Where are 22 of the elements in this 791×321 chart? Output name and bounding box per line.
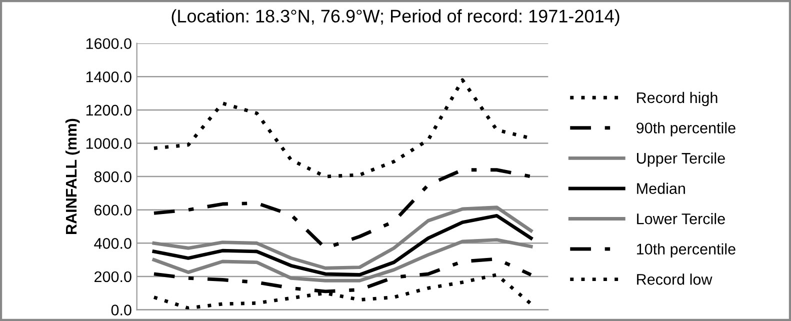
y-tick-label: 1200.0 xyxy=(86,104,132,116)
legend-label: Median xyxy=(637,182,685,194)
legend-label: 10th percentile xyxy=(637,243,736,258)
y-tick-label: 1600.0 xyxy=(86,38,132,50)
y-tick-label: 800.0 xyxy=(94,171,132,182)
line-series xyxy=(152,238,533,282)
legend-label: 90th percentile xyxy=(636,122,736,136)
y-tick-label: 0.0 xyxy=(111,304,132,316)
y-tick-label: 400.0 xyxy=(94,238,132,249)
y-axis-title: RAINFALL (mm) xyxy=(65,118,80,234)
y-tick-label: 1000.0 xyxy=(86,138,132,149)
line-series xyxy=(152,168,533,250)
legend-label: Upper Tercile xyxy=(637,152,725,167)
line-series xyxy=(152,214,533,277)
chart-title: (Location: 18.3°N, 76.9°W; Period of record: 1971-2014) xyxy=(172,9,620,26)
legend-label: Record high xyxy=(637,92,718,106)
y-tick-label: 1400.0 xyxy=(86,72,132,82)
line-series xyxy=(152,206,533,270)
legend-label: Lower Tercile xyxy=(637,213,725,224)
legend-label: Record low xyxy=(637,274,712,285)
y-tick-label: 200.0 xyxy=(94,271,132,282)
y-tick-label: 600.0 xyxy=(94,204,132,216)
